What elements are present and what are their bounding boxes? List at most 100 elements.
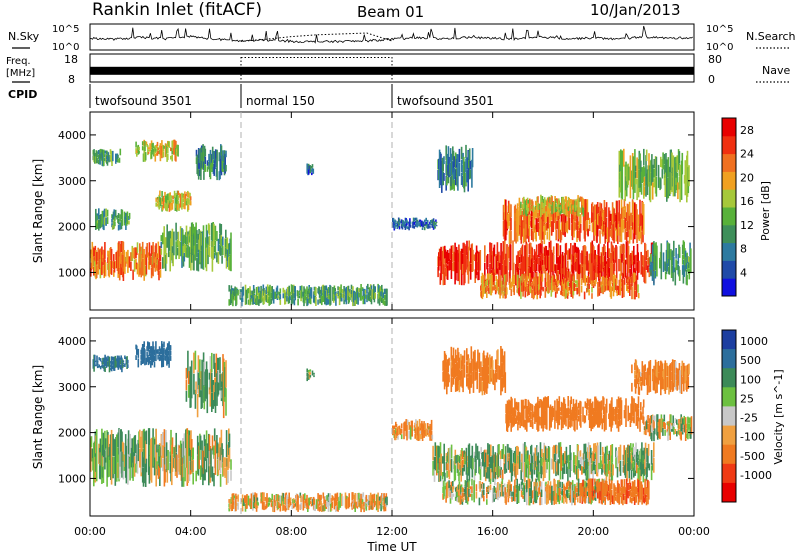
heatmap-cell [91, 255, 94, 269]
heatmap-cell [534, 405, 536, 424]
heatmap-cell [168, 202, 171, 212]
heatmap-cell [189, 196, 192, 201]
heatmap-cell [598, 462, 600, 470]
heatmap-cell [612, 407, 615, 421]
heatmap-cell [633, 255, 636, 265]
heatmap-cell [629, 482, 632, 489]
heatmap-cell [102, 265, 105, 274]
heatmap-cell [149, 143, 151, 152]
heatmap-cell [627, 490, 629, 499]
heatmap-cell [666, 376, 669, 388]
heatmap-cell [452, 261, 455, 272]
heatmap-cell [535, 244, 538, 258]
heatmap-cell [208, 434, 211, 451]
heatmap-cell [278, 292, 281, 296]
heatmap-cell [683, 259, 685, 277]
heatmap-cell [637, 284, 639, 293]
heatmap-cell [216, 252, 218, 263]
heatmap-cell [467, 246, 470, 265]
heatmap-cell [611, 480, 613, 490]
power-colorbar-tick: 16 [740, 195, 754, 208]
heatmap-cell [523, 405, 525, 428]
heatmap-cell [520, 280, 523, 286]
heatmap-cell [478, 497, 481, 506]
heatmap-cell [420, 434, 422, 439]
heatmap-cell [104, 150, 107, 154]
heatmap-cell [599, 272, 601, 280]
heatmap-cell [518, 278, 521, 297]
heatmap-cell [518, 256, 521, 264]
heatmap-cell [352, 504, 355, 509]
heatmap-cell [317, 299, 319, 305]
heatmap-cell [540, 481, 543, 490]
heatmap-cell [555, 275, 558, 284]
heatmap-cell [592, 470, 594, 481]
heatmap-cell [571, 418, 573, 427]
heatmap-cell [568, 492, 570, 499]
heatmap-cell [602, 220, 604, 229]
heatmap-cell [643, 176, 646, 186]
heatmap-cell [521, 479, 524, 485]
heatmap-cell [628, 478, 631, 484]
heatmap-cell [172, 195, 174, 200]
heatmap-cell [496, 242, 499, 261]
heatmap-cell [507, 461, 510, 470]
heatmap-cell [577, 444, 579, 457]
heatmap-cell [618, 447, 620, 464]
heatmap-cell [145, 458, 148, 473]
heatmap-cell [664, 271, 667, 280]
heatmap-cell [524, 442, 526, 462]
heatmap-cell [495, 255, 498, 274]
heatmap-cell [605, 202, 608, 218]
heatmap-cell [619, 444, 622, 460]
heatmap-cell [386, 496, 388, 506]
heatmap-cell [460, 488, 463, 492]
heatmap-cell [293, 499, 296, 504]
heatmap-cell [619, 492, 621, 498]
heatmap-cell [526, 285, 528, 292]
y-tick-label: 4000 [58, 129, 86, 142]
heatmap-cell [409, 224, 412, 228]
heatmap-cell [189, 201, 192, 206]
cpid-strip: twofsound 3501 normal 150 twofsound 3501 [89, 84, 494, 108]
heatmap-cell [435, 219, 437, 222]
heatmap-cell [615, 278, 618, 286]
heatmap-cell [110, 367, 112, 371]
heatmap-cell [640, 402, 642, 411]
heatmap-cell [209, 390, 212, 407]
heatmap-cell [142, 448, 145, 468]
heatmap-cell [270, 498, 273, 503]
heatmap-cell [90, 436, 93, 448]
heatmap-cell [422, 221, 424, 228]
heatmap-cell [555, 229, 557, 241]
heatmap-cell [513, 206, 516, 242]
heatmap-cell [529, 403, 532, 411]
heatmap-cell [431, 434, 434, 440]
heatmap-cell [463, 364, 466, 378]
heatmap-cell [580, 487, 583, 492]
heatmap-cell [454, 242, 456, 285]
heatmap-cell [656, 414, 659, 423]
heatmap-cell [162, 358, 165, 367]
heatmap-cell [645, 487, 647, 495]
heatmap-cell [653, 457, 655, 473]
heatmap-cell [137, 439, 140, 462]
heatmap-cell [329, 493, 331, 506]
heatmap-cell [208, 246, 211, 257]
heatmap-cell [598, 243, 600, 282]
heatmap-cell [199, 465, 202, 480]
heatmap-cell [228, 447, 231, 462]
heatmap-cell [196, 394, 199, 418]
heatmap-cell [476, 361, 478, 390]
heatmap-cell [683, 365, 686, 375]
heatmap-cell [672, 266, 674, 282]
heatmap-cell [268, 503, 270, 506]
heatmap-cell [321, 296, 323, 306]
heatmap-cell [487, 455, 489, 467]
heatmap-cell [228, 299, 230, 306]
heatmap-cell [194, 350, 197, 370]
heatmap-cell [575, 246, 578, 258]
heatmap-cell [99, 258, 102, 269]
heatmap-cell [143, 341, 145, 348]
heatmap-cell [492, 247, 495, 285]
